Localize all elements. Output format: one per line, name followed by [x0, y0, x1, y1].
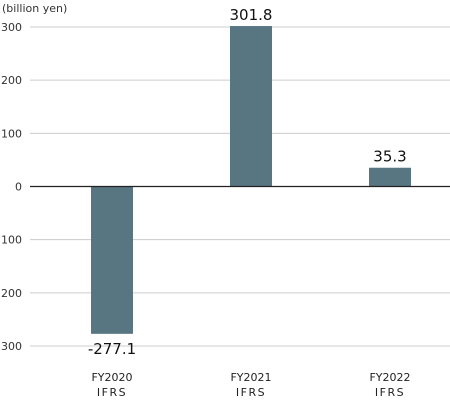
- y-tick-label: 300: [1, 21, 22, 34]
- y-tick-label: −300: [0, 340, 22, 353]
- x-category-sublabel: IFRS: [375, 386, 405, 399]
- x-category-sublabel: IFRS: [236, 386, 266, 399]
- bar-fy2021: [230, 26, 272, 187]
- y-tick-label: 200: [1, 74, 22, 87]
- x-category-label: FY2022: [369, 371, 410, 384]
- y-tick-label: 100: [1, 127, 22, 140]
- x-category-label: FY2020: [91, 371, 132, 384]
- data-label: 35.3: [373, 148, 406, 166]
- data-label: 301.8: [230, 6, 273, 24]
- x-category-sublabel: IFRS: [97, 386, 127, 399]
- data-label: -277.1: [88, 340, 136, 358]
- y-tick-label: −200: [0, 287, 22, 300]
- y-tick-label: 0: [15, 181, 22, 194]
- y-tick-label: −100: [0, 234, 22, 247]
- labels: 300 200 100 0 −100 −200 −300 -277.1 FY2020 IFRS 30…: [0, 6, 411, 399]
- bar-fy2022: [369, 167, 411, 187]
- bars: [91, 26, 411, 334]
- bar-fy2020: [91, 186, 133, 334]
- y-axis-unit-label: (billion yen): [2, 2, 67, 15]
- x-category-label: FY2021: [230, 371, 271, 384]
